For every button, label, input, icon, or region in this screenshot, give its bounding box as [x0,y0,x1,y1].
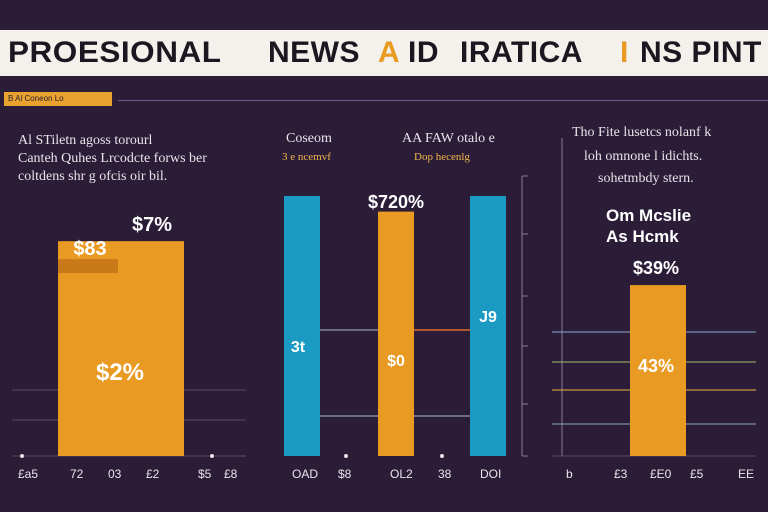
left-caption-line-3: coltdens shr g ofcis oir bil. [18,169,168,184]
left-caption-line-2: Canteh Quhes Lrcodcte forws ber [18,151,207,166]
middle-axis-dot [344,454,348,458]
right-caption-line-2: loh omnone l idichts. [584,149,703,164]
middle-caption-right-2: Dop hecenlg [414,151,470,163]
middle-xtick: OL2 [390,467,413,481]
right-xtick: £E0 [650,467,672,481]
header-rule [118,100,768,101]
right-headline-2: As Hcmk [606,227,679,246]
middle-caption-left-2: 3 e ncemvf [282,151,331,163]
middle-bar [470,196,506,456]
right-xtick: £3 [614,467,628,481]
right-caption-line-3: sohetmbdy stern. [598,171,694,186]
middle-bar-left-label: 3t [291,339,306,356]
left-bar [58,241,184,456]
middle-xtick: DOI [480,467,502,481]
right-xtick: £5 [690,467,704,481]
banner-word-2: NEWS [268,36,360,69]
middle-caption-right-1: AA FAW otalo e [402,131,495,146]
left-xtick: £a5 [18,467,39,481]
banner-word-4: ID [408,36,439,69]
section-tag: B Al Coneon Lo [4,92,112,106]
left-bar-side-label: $83 [73,238,106,260]
middle-xtick: $8 [338,467,352,481]
middle-bar-center-label: $0 [387,353,405,370]
left-bar-notch [58,259,118,274]
left-bar-top-label: $7% [132,214,172,236]
banner-word-5: IRATICA [460,36,583,69]
right-xtick: EE [738,467,755,481]
banner-word-7: NS PINT [640,36,762,69]
middle-xtick: 38 [438,467,452,481]
middle-bar-top-label: $720% [368,192,424,212]
title-banner: PROESIONAL NEWS A ID IRATICA I NS PINT [0,30,768,76]
middle-bar [284,196,320,456]
right-bar [630,285,686,456]
banner-word-1: PROESIONAL [8,36,222,69]
left-xtick: 72 [70,467,84,481]
right-caption-line-1: Tho Fite lusetcs nolanf k [572,125,712,140]
middle-bar-right-label: J9 [479,309,497,326]
banner-word-3: A [378,36,401,69]
left-bar-inner-label: $2% [96,359,144,386]
middle-axis-dot [440,454,444,458]
right-xtick: b [566,467,573,481]
middle-xtick: OAD [292,467,319,481]
banner-word-6: I [620,36,629,69]
middle-bar [378,211,414,456]
right-headline-1: Om Mcslie [606,206,692,225]
right-bar-inner-label: 43% [638,356,674,376]
left-xtick: £8 [224,467,238,481]
right-bar-top-label: $39% [633,258,679,278]
left-xtick: $5 [198,467,212,481]
left-xtick: 03 [108,467,122,481]
left-axis-dot [20,454,24,458]
left-caption-line-1: Al STiletn agoss torourl [18,133,153,148]
left-xtick: £2 [146,467,160,481]
left-axis-dot [210,454,214,458]
middle-caption-left-1: Coseom [286,131,332,146]
